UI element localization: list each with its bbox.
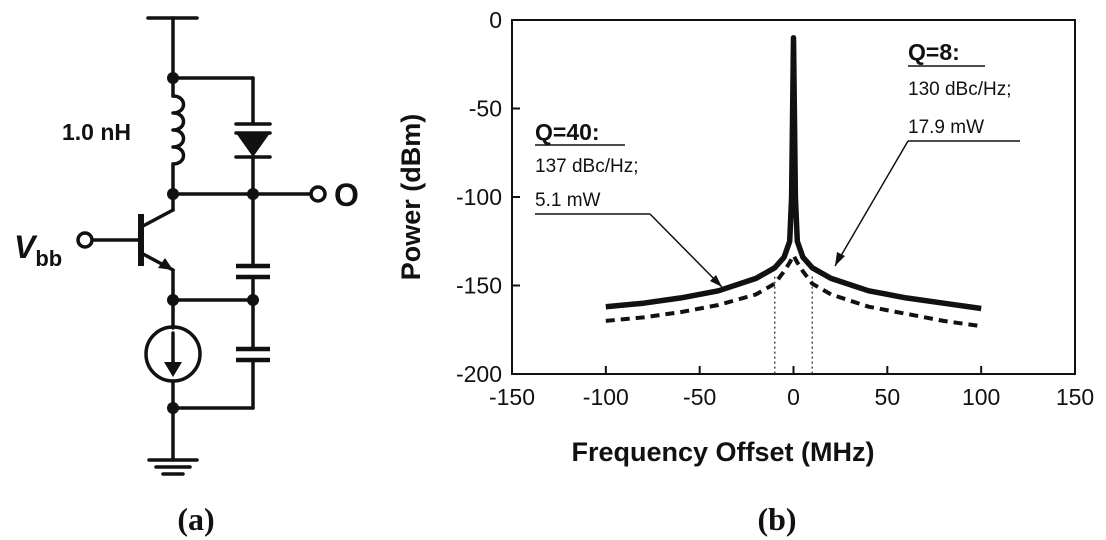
current-arrow-icon <box>164 362 182 377</box>
y-axis-label: Power (dBm) <box>396 114 426 281</box>
y-tick-label: -100 <box>456 184 502 210</box>
series-line-q40 <box>605 253 982 329</box>
x-axis-label: Frequency Offset (MHz) <box>571 437 874 467</box>
q40-title: Q=40: <box>535 119 600 145</box>
junction-dots <box>167 72 259 414</box>
x-tick-label: 0 <box>787 384 800 410</box>
inductor <box>171 94 186 166</box>
x-tick-label: -50 <box>683 384 716 410</box>
ground-icon <box>147 458 199 476</box>
oscillator-circuit: 1.0 nH O Vbb (a) <box>14 16 359 537</box>
y-tick-label: 0 <box>489 7 502 33</box>
y-tick-label: -200 <box>456 361 502 387</box>
q8-line2: 17.9 mW <box>908 117 984 138</box>
x-tick-label: 50 <box>875 384 901 410</box>
series-line-q8 <box>605 34 982 312</box>
q8-title: Q=8: <box>908 39 960 65</box>
x-tick-label: 100 <box>962 384 1000 410</box>
input-label: Vbb <box>14 229 62 271</box>
q40-arrow-icon <box>710 275 722 287</box>
q8-line1: 130 dBc/Hz; <box>908 79 1012 100</box>
emitter-arrow-icon <box>158 258 173 270</box>
q40-pointer <box>649 213 723 288</box>
x-tick-label: -100 <box>583 384 629 410</box>
q40-line2: 5.1 mW <box>535 190 601 211</box>
data-series <box>605 34 982 329</box>
q8-pointer <box>834 140 909 267</box>
q40-line1: 137 dBc/Hz; <box>535 156 639 177</box>
input-terminal <box>76 231 94 249</box>
caption-b: (b) <box>757 501 796 537</box>
output-terminal <box>309 185 327 203</box>
x-tick-label: 150 <box>1056 384 1094 410</box>
transistor-collector <box>141 208 175 228</box>
varactor-diode <box>236 133 270 157</box>
inductor-label: 1.0 nH <box>62 119 131 145</box>
caption-a: (a) <box>177 501 214 537</box>
y-tick-label: -50 <box>469 96 502 122</box>
output-label: O <box>334 177 359 213</box>
q8-arrow-icon <box>835 252 845 266</box>
y-tick-label: -150 <box>456 273 502 299</box>
x-tick-label: -150 <box>489 384 535 410</box>
guide-lines <box>773 276 814 374</box>
